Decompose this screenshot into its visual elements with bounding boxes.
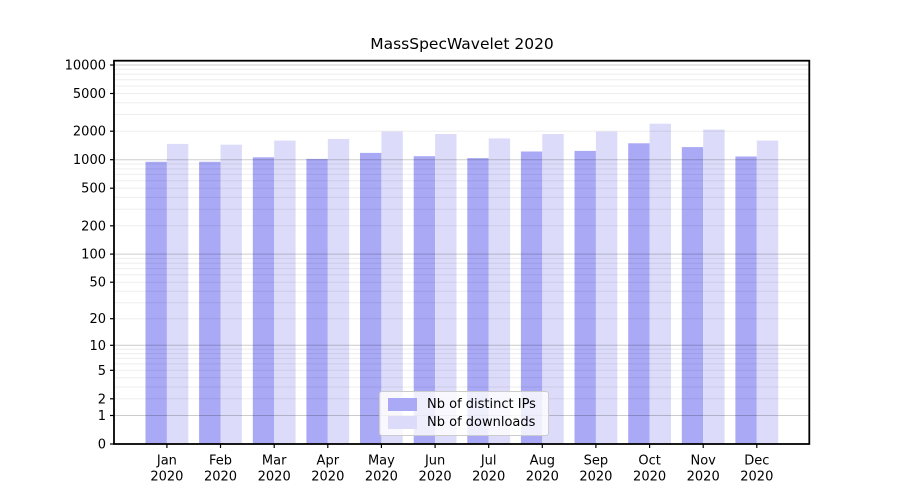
bar-downloads [274,140,296,444]
legend-swatch-distinct-ips [388,398,417,411]
legend-item-distinct-ips: Nb of distinct IPs [388,398,536,411]
y-tick-label: 100 [81,248,106,263]
x-tick-label-year: 2020 [740,470,773,485]
x-tick-label-year: 2020 [365,470,398,485]
y-tick-label: 5 [98,364,106,379]
x-tick-label-month: Oct [638,454,660,469]
bar-downloads [756,140,779,444]
bar-distinct-ips [574,150,596,444]
bar-downloads [542,134,564,444]
x-tick-label-month: Sep [584,454,609,469]
y-tick-label: 10000 [65,59,106,74]
y-tick-label: 0 [98,438,106,453]
x-tick-label-month: Jan [156,454,177,469]
bar-distinct-ips [681,147,704,444]
x-tick-label-month: Mar [262,454,287,469]
x-tick-label-year: 2020 [687,470,720,485]
x-tick-label-year: 2020 [204,470,237,485]
bar-distinct-ips [145,161,167,445]
x-tick-label-year: 2020 [419,470,452,485]
x-tick-label-month: Aug [530,454,555,469]
y-tick-label: 2000 [73,125,106,140]
bar-downloads [166,143,189,444]
bar-distinct-ips [735,156,757,444]
x-tick-label-month: Nov [691,454,717,469]
bar-distinct-ips [252,157,275,445]
legend-label-downloads: Nb of downloads [427,415,536,430]
y-tick-label: 500 [81,182,106,197]
bar-downloads [435,134,457,444]
bar-distinct-ips [306,158,328,444]
x-tick-label-month: May [368,454,395,469]
x-tick-label-year: 2020 [579,470,612,485]
bar-distinct-ips [467,158,489,444]
bar-distinct-ips [199,161,221,445]
y-tick-label: 1000 [73,153,106,168]
bar-distinct-ips [628,143,650,445]
x-tick-label-year: 2020 [633,470,666,485]
legend-label-distinct-ips: Nb of distinct IPs [427,397,536,412]
chart-title: MassSpecWavelet 2020 [370,35,554,53]
bar-distinct-ips [413,156,436,444]
x-tick-label-year: 2020 [258,470,291,485]
y-tick-label: 1 [98,409,106,424]
bar-downloads [595,131,618,444]
x-tick-label-month: Dec [744,454,769,469]
bar-distinct-ips [520,151,543,444]
bar-downloads [488,138,511,444]
bar-downloads [703,129,725,444]
y-tick-label: 20 [89,312,106,327]
y-tick-label: 200 [81,219,106,234]
bar-downloads [220,144,242,444]
x-tick-label-year: 2020 [472,470,505,485]
x-tick-label-month: Jun [424,454,445,469]
plot-frame [113,59,811,445]
bar-downloads [649,123,671,444]
bar-distinct-ips [360,152,382,444]
x-tick-label-month: Apr [317,454,340,469]
y-tick-label: 50 [89,276,106,291]
legend-item-downloads: Nb of downloads [388,416,536,429]
bar-downloads [327,138,350,444]
x-tick-label-year: 2020 [526,470,559,485]
x-tick-label-year: 2020 [150,470,183,485]
x-tick-label-month: Jul [480,454,497,469]
legend-swatch-downloads [388,416,417,429]
y-tick-label: 10 [89,339,106,354]
bar-downloads [381,131,403,444]
x-tick-label-year: 2020 [311,470,344,485]
y-tick-label: 2 [98,392,106,407]
legend: Nb of distinct IPs Nb of downloads [379,391,549,436]
x-tick-label-month: Feb [209,454,232,469]
y-tick-label: 5000 [73,87,106,102]
